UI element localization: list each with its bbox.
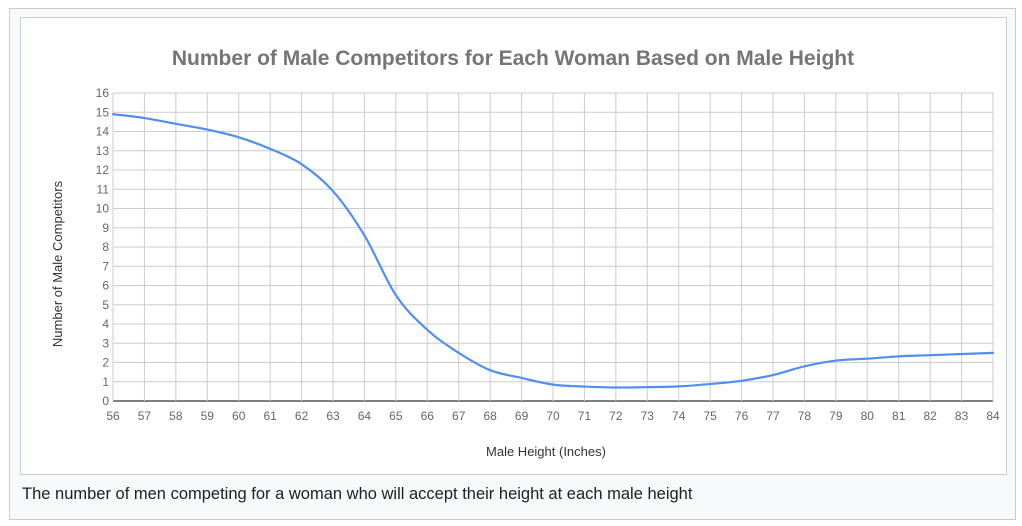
x-tick-label: 56 [106, 409, 120, 423]
data-point [456, 350, 462, 356]
x-tick-label: 57 [138, 409, 152, 423]
x-axis-label: Male Height (Inches) [486, 444, 606, 459]
line-chart: Number of Male Competitors for Each Woma… [50, 47, 1000, 459]
x-tick-label: 69 [515, 409, 529, 423]
figure: Number of Male Competitors for Each Woma… [9, 8, 1016, 520]
x-tick-label: 84 [986, 409, 1000, 423]
data-point [833, 358, 839, 364]
x-tick-label: 75 [703, 409, 717, 423]
data-point [487, 367, 493, 373]
data-point [299, 161, 305, 167]
data-point [424, 327, 430, 333]
y-tick-label: 15 [96, 105, 110, 119]
y-tick-label: 10 [96, 202, 110, 216]
data-point [330, 188, 336, 194]
data-point [393, 292, 399, 298]
x-tick-label: 80 [861, 409, 875, 423]
y-tick-label: 14 [96, 125, 110, 139]
x-tick-label: 79 [829, 409, 843, 423]
y-tick-label: 16 [96, 86, 110, 100]
data-point [173, 121, 179, 127]
y-tick-label: 11 [97, 182, 110, 196]
x-tick-label: 62 [295, 409, 309, 423]
x-tick-label: 63 [326, 409, 340, 423]
data-point [707, 381, 713, 387]
data-point [581, 384, 587, 390]
data-point [739, 378, 745, 384]
data-point [644, 384, 650, 390]
x-tick-label: 64 [358, 409, 372, 423]
data-point [141, 115, 147, 121]
data-point [676, 383, 682, 389]
y-tick-label: 13 [96, 144, 110, 158]
y-tick-label: 2 [102, 356, 109, 370]
data-point [864, 356, 870, 362]
data-point [204, 127, 210, 133]
data-point [801, 363, 807, 369]
data-point [959, 351, 965, 357]
data-point [896, 353, 902, 359]
data-point [927, 352, 933, 358]
data-point [236, 134, 242, 140]
y-tick-label: 9 [102, 221, 109, 235]
x-tick-label: 60 [232, 409, 246, 423]
y-tick-label: 8 [102, 240, 109, 254]
x-tick-label: 70 [546, 409, 560, 423]
y-tick-label: 4 [102, 317, 109, 331]
y-tick-label: 5 [102, 298, 109, 312]
y-tick-label: 1 [102, 375, 109, 389]
data-point [361, 232, 367, 238]
data-point [519, 375, 525, 381]
x-tick-label: 59 [201, 409, 215, 423]
data-point [990, 350, 996, 356]
chart-frame: Number of Male Competitors for Each Woma… [20, 17, 1007, 475]
x-tick-label: 74 [672, 409, 686, 423]
x-tick-label: 61 [263, 409, 277, 423]
y-tick-label: 12 [96, 163, 110, 177]
y-tick-label: 3 [102, 336, 109, 350]
series-line [111, 113, 995, 389]
x-tick-label: 77 [766, 409, 780, 423]
y-tick-label: 7 [102, 259, 109, 273]
y-tick-label: 6 [102, 279, 109, 293]
x-tick-label: 67 [452, 409, 466, 423]
figure-caption: The number of men competing for a woman … [22, 485, 693, 503]
data-point [110, 111, 116, 117]
y-tick-label: 0 [102, 394, 109, 408]
x-tick-label: 73 [641, 409, 655, 423]
data-point [770, 372, 776, 378]
data-point [613, 385, 619, 391]
x-tick-label: 58 [169, 409, 183, 423]
x-tick-label: 71 [578, 409, 592, 423]
x-tick-label: 66 [421, 409, 435, 423]
y-axis-label: Number of Male Competitors [50, 180, 65, 347]
x-tick-label: 76 [735, 409, 749, 423]
data-point [267, 146, 273, 152]
x-tick-label: 81 [892, 409, 906, 423]
chart-title: Number of Male Competitors for Each Woma… [172, 47, 854, 70]
x-tick-label: 83 [955, 409, 969, 423]
x-tick-label: 78 [798, 409, 812, 423]
x-tick-label: 65 [389, 409, 403, 423]
x-tick-label: 82 [923, 409, 937, 423]
x-tick-label: 68 [483, 409, 497, 423]
data-point [550, 382, 556, 388]
x-tick-label: 72 [609, 409, 623, 423]
